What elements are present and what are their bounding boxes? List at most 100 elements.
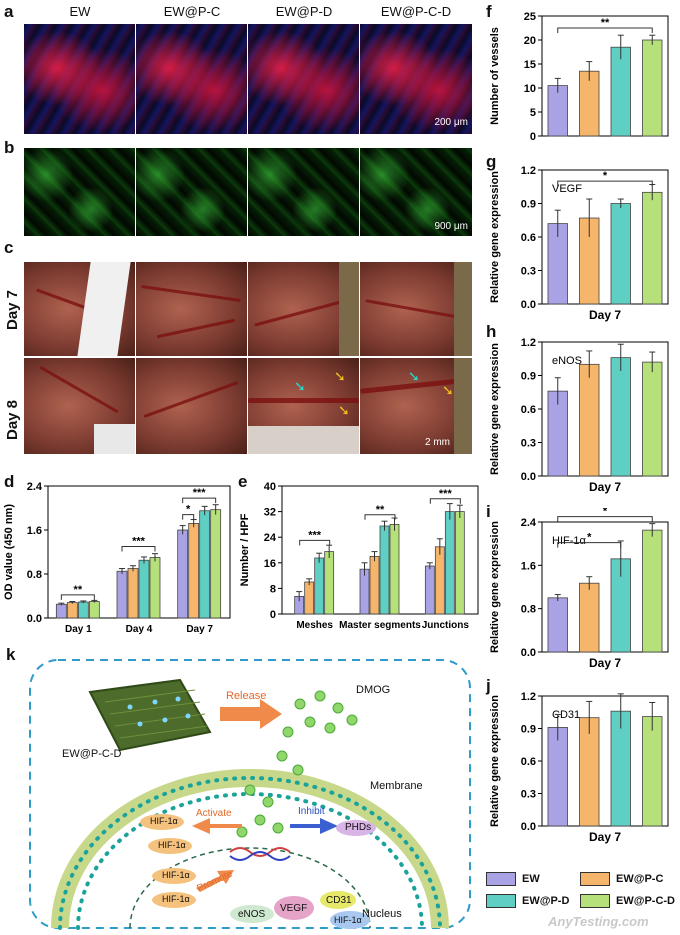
y-tick-label: 0.0 [521, 821, 536, 833]
micrograph-a-ew [24, 24, 135, 134]
y-tick-label: 1.6 [27, 525, 42, 537]
hif-oval-4 [152, 892, 196, 908]
significance-label: *** [132, 536, 146, 548]
row-label-day8: Day 8 [4, 399, 21, 440]
panel-label-j: j [486, 676, 491, 695]
bar [424, 565, 435, 615]
bar [642, 361, 663, 477]
y-tick-label: 0.0 [521, 471, 536, 483]
x-tick-label: Day 4 [126, 624, 153, 635]
cam-image-day7-ewpcd [360, 262, 472, 356]
y-tick-label: 8 [270, 583, 276, 595]
bar [579, 582, 600, 653]
bar [314, 557, 325, 615]
micrograph-a-ewpc [136, 24, 247, 134]
bar [610, 357, 631, 477]
axis-frame [541, 15, 669, 137]
y-tick-label: 5 [530, 107, 536, 119]
significance-label: *** [308, 529, 322, 541]
significance-bracket [121, 546, 156, 552]
panel-label-b: b [4, 138, 15, 157]
significance-label: * [186, 504, 191, 516]
y-tick-label: 15 [524, 59, 536, 71]
significance-bracket [299, 539, 331, 546]
bar [210, 509, 222, 619]
column-title-ewpd: EW@P-D [275, 4, 333, 19]
y-tick-label: 0.9 [521, 199, 536, 211]
gene-label: HIF-1α [552, 535, 587, 547]
panel-label-d: d [4, 472, 15, 491]
y-tick-label: 1.2 [521, 337, 536, 349]
bar [579, 363, 600, 477]
legend-ewpcd: EW@P-C-D [580, 894, 675, 908]
cam-image-day8-ew [24, 358, 135, 454]
panel-label-g: g [486, 152, 497, 171]
hif-oval-3 [152, 868, 196, 884]
hif-oval-1 [140, 814, 184, 830]
significance-label: ** [74, 584, 83, 596]
y-tick-label: 10 [524, 83, 536, 95]
significance-bracket [182, 514, 195, 520]
bar [127, 568, 139, 619]
cam-image-day7-ewpc [136, 262, 247, 356]
significance-bracket [557, 542, 622, 548]
panel-label-e: e [238, 472, 248, 491]
micrograph-b-ewpd [248, 148, 359, 236]
panel-label-c: c [4, 238, 14, 257]
y-axis-label: Relative gene expression [489, 695, 501, 827]
bar [177, 529, 189, 619]
chart-h: 0.0 0.3 0.6 0.9 1.2 Relative gene expression D… [489, 337, 669, 494]
y-tick-label: 1.2 [521, 691, 536, 703]
bar [434, 546, 445, 615]
bar [55, 603, 67, 619]
y-axis-label: Relative gene expression [489, 171, 501, 303]
product-hif [330, 911, 370, 929]
schematic-membrane-label: Membrane [370, 780, 423, 792]
panel-label-k: k [6, 645, 16, 664]
y-tick-label: 0.3 [521, 438, 536, 450]
x-tick-label: Master segments [339, 620, 421, 631]
significance-bracket [429, 498, 461, 504]
chart-g: 0.0 0.3 0.6 0.9 1.2 Relative gene expression D… [489, 165, 669, 322]
bar [547, 727, 568, 827]
release-arrow [220, 699, 282, 729]
gene-label: CD31 [552, 709, 580, 721]
significance-bracket [364, 514, 396, 520]
significance-label: *** [193, 487, 207, 499]
cam-image-day8-ewpc [136, 358, 247, 454]
significance-label: * [603, 508, 608, 518]
bar [138, 559, 150, 619]
bar [66, 602, 78, 619]
nucleus-arc [129, 847, 371, 929]
bar [304, 581, 315, 615]
scale-bar-a: 200 μm [434, 117, 468, 128]
phds-oval [336, 820, 376, 836]
significance-bracket [182, 497, 217, 504]
schematic-activate-label: Activate [196, 808, 232, 819]
panel-label-h: h [486, 322, 497, 341]
y-tick-label: 16 [264, 558, 276, 570]
bar [199, 510, 211, 619]
x-tick-label: Day 1 [65, 624, 92, 635]
y-tick-label: 20 [524, 35, 536, 47]
bar [547, 597, 568, 653]
schematic-enos-label: eNOS [238, 909, 266, 920]
bar [149, 557, 161, 619]
schematic-k [29, 659, 471, 930]
y-tick-label: 0 [270, 609, 276, 621]
x-axis-label: Day 7 [589, 830, 621, 844]
bar [359, 568, 370, 615]
schematic-vegf-label: VEGF [280, 903, 308, 914]
y-tick-label: 0.3 [521, 266, 536, 278]
y-tick-label: 0.8 [27, 569, 42, 581]
bar [642, 39, 663, 137]
schematic-hif-label-3: HIF-1α [162, 870, 190, 880]
row-label-day7: Day 7 [4, 289, 21, 330]
y-axis-label: Number of vessels [489, 27, 501, 125]
chart-d: 0.0 0.8 1.6 2.4 OD value (450 nm) Day 1 Day 4 D… [3, 481, 231, 635]
y-tick-label: 0.6 [521, 404, 536, 416]
y-tick-label: 0.8 [521, 604, 536, 616]
gene-label: eNOS [552, 355, 582, 367]
y-tick-label: 40 [264, 481, 276, 493]
y-tick-label: 2.4 [27, 481, 43, 493]
